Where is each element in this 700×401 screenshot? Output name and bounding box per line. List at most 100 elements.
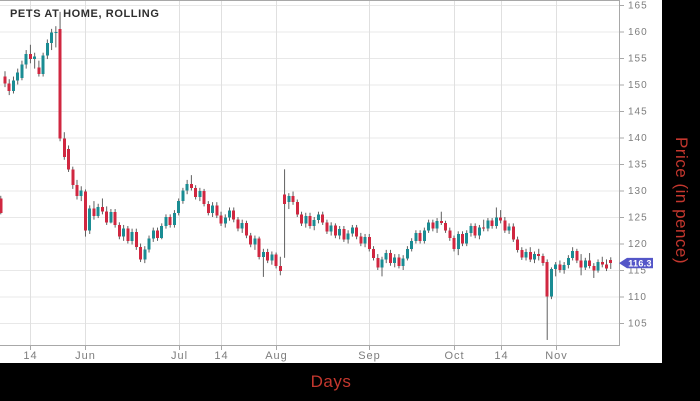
candle <box>367 233 371 252</box>
candle <box>261 248 265 277</box>
candle <box>321 211 325 225</box>
x-axis-label: Days <box>310 372 352 391</box>
candle <box>490 218 494 229</box>
candle <box>122 224 126 241</box>
candle <box>308 212 312 229</box>
candle <box>588 253 592 269</box>
candle-body <box>511 226 515 240</box>
candle-body <box>304 215 308 224</box>
candle-body <box>380 259 384 268</box>
candle <box>24 50 28 69</box>
candle-body <box>367 237 371 249</box>
candle-body <box>206 203 210 213</box>
candle-body <box>575 250 579 261</box>
candle-body <box>295 202 299 215</box>
candle <box>401 255 405 270</box>
candle <box>202 188 206 207</box>
candle <box>363 233 367 248</box>
candle <box>232 207 236 223</box>
candle-body <box>109 212 113 223</box>
candle <box>605 259 609 272</box>
candle <box>75 179 79 200</box>
candle <box>516 236 520 253</box>
candle-body <box>261 251 265 257</box>
candle <box>465 230 469 247</box>
candle <box>338 226 342 240</box>
candle-body <box>113 212 117 225</box>
candle-body <box>308 215 312 227</box>
candle-body <box>270 254 274 261</box>
candle <box>312 217 316 231</box>
candle-body <box>609 259 613 264</box>
candle <box>439 211 443 225</box>
candle <box>355 224 359 240</box>
candle-body <box>605 264 609 269</box>
candle <box>71 166 75 189</box>
candle-body <box>372 248 376 258</box>
candle-body <box>482 227 486 229</box>
candle-body <box>155 230 159 239</box>
candle <box>435 218 439 233</box>
candle <box>236 217 240 232</box>
candle-body <box>3 76 7 84</box>
candle-body <box>62 138 66 158</box>
candle <box>109 209 113 224</box>
y-tick-label: 125 <box>628 213 648 224</box>
candle-body <box>172 212 176 225</box>
candle-body <box>75 185 79 196</box>
candle <box>143 246 147 264</box>
candle <box>185 179 189 195</box>
candle-body <box>126 228 130 241</box>
candle <box>139 243 143 263</box>
candle <box>79 186 83 202</box>
candle-body <box>528 251 532 260</box>
plot-border <box>0 0 620 346</box>
candle-body <box>244 222 248 236</box>
candle <box>350 224 354 237</box>
candle-body <box>549 268 553 297</box>
candle-body <box>376 257 380 268</box>
candle-body <box>300 214 304 224</box>
candle <box>130 228 134 245</box>
candle <box>537 248 541 261</box>
candle <box>477 224 481 240</box>
candle <box>397 254 401 269</box>
candle-body <box>71 169 75 186</box>
candle-body <box>134 231 138 248</box>
candle <box>151 227 155 242</box>
candle <box>160 223 164 240</box>
candle-body <box>130 231 134 241</box>
candle <box>96 203 100 219</box>
candle <box>270 251 274 265</box>
candle-body <box>503 220 507 231</box>
candle <box>257 236 261 260</box>
candle <box>410 238 414 252</box>
candle <box>172 210 176 228</box>
candle-body <box>37 67 41 74</box>
candle <box>405 246 409 261</box>
candle-body <box>533 254 536 260</box>
candle <box>283 169 287 258</box>
candle <box>20 60 24 81</box>
candle-body <box>164 217 168 227</box>
candle-body <box>316 214 320 221</box>
candle-body <box>465 232 469 244</box>
x-tick-label: Sep <box>358 350 381 362</box>
candle-body <box>0 198 3 213</box>
candle <box>329 222 333 236</box>
candle <box>579 254 583 276</box>
candle <box>291 191 295 205</box>
candle-body <box>7 83 11 91</box>
candle <box>287 193 291 210</box>
chart-title: PETS AT HOME, ROLLING <box>10 8 160 20</box>
candle-body <box>554 264 558 269</box>
y-tick-label: 155 <box>628 54 648 65</box>
candle <box>240 219 244 233</box>
candle <box>300 211 304 227</box>
candle <box>583 257 587 270</box>
candle-body <box>240 222 244 229</box>
candle-body <box>431 222 435 229</box>
candle-body <box>596 262 600 271</box>
candle-body <box>460 233 464 244</box>
candle-body <box>160 226 164 239</box>
